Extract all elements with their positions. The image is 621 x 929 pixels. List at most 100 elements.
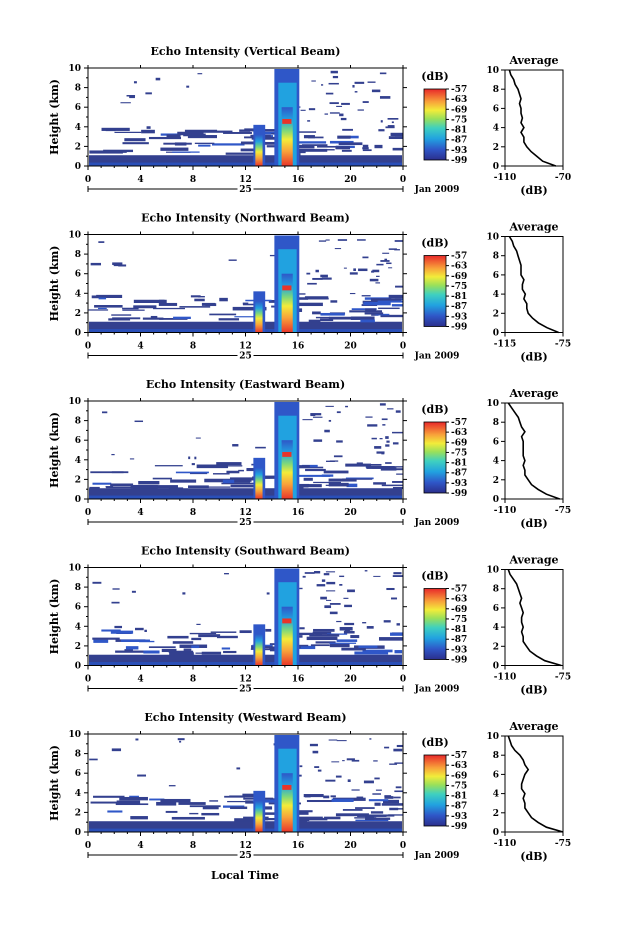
echo-speck [342,128,353,131]
echo-patch [371,314,379,316]
average-frame [504,69,564,167]
y-tick-label: 8 [75,84,81,94]
panel-title: Echo Intensity (Eastward Beam) [146,378,345,391]
colorbar-tick-label: -63 [451,761,467,771]
panel-4: Echo Intensity (Southward Beam) 0 2 4 6 8 10 He… [48,545,571,697]
date-label: Jan 2009 [414,851,460,861]
colorbar [423,88,447,161]
echo-speck [307,120,311,122]
echo-speck [236,767,241,770]
x-tick-label: 20 [344,508,357,518]
average-y-tick-label: 2 [493,476,499,486]
echo-speck [335,775,342,778]
echo-speck [314,766,320,768]
echo-patch [175,471,209,474]
echo-speck [312,750,319,754]
echo-patch [290,144,315,149]
echo-speck [357,239,366,241]
echo-speck [330,70,338,74]
average-x-tick-label: -110 [494,506,517,516]
echo-patch [148,646,176,649]
echo-field [89,568,403,666]
echo-speck [376,263,384,266]
bright-band [282,618,292,624]
average-profile-line [508,236,559,334]
x-tick-label: 16 [292,675,305,685]
echo-patch [101,629,121,632]
average-y-tick-label: 10 [486,566,499,576]
echo-patch [389,807,399,811]
echo-speck [312,416,323,418]
echo-speck [133,81,137,84]
echo-speck [356,796,364,799]
x-tick-label: 0 [400,508,406,518]
echo-patch [315,633,322,635]
echo-patch [156,801,177,806]
colorbar-tick-label: -81 [451,792,467,802]
echo-speck [324,605,332,609]
echo-speck [347,589,355,593]
echo-patch [295,297,309,300]
echo-patch [377,300,403,303]
x-tick-label: 12 [239,508,252,518]
echo-speck [358,268,368,272]
echo-speck [349,272,358,275]
echo-speck [134,420,144,423]
colorbar-tick-label: -57 [451,751,467,761]
x-tick-label: 4 [137,675,143,685]
echo-patch [167,635,189,639]
echo-patch [396,473,403,475]
x-tick-label: 12 [239,841,252,851]
echo-patch [111,314,132,316]
echo-speck [374,446,382,449]
echo-patch [152,477,172,480]
echo-patch [310,644,330,647]
colorbar-tick-label: -69 [451,771,467,781]
colorbar [423,421,447,494]
echo-patch [354,817,377,819]
echo-patch [285,632,315,636]
echo-speck [329,611,338,615]
echo-speck [372,793,381,795]
echo-patch [341,149,352,152]
echo-patch [378,129,385,132]
echo-speck [325,405,334,407]
low-layer [89,321,402,333]
panels-layer: Echo Intensity (Vertical Beam) 0 2 4 6 8 10 Hei… [48,45,571,863]
y-axis-label: Height (km) [48,79,61,155]
echo-patch [308,319,321,323]
echo-patch [339,626,353,631]
echo-patch [259,806,273,810]
bright-band [282,285,292,291]
plume-core [281,440,293,499]
echo-patch [94,305,123,308]
x-tick-label: 20 [344,675,357,685]
echo-patch [330,795,336,798]
y-axis-label: Height (km) [48,579,61,655]
panel-1: Echo Intensity (Vertical Beam) 0 2 4 6 8 10 Hei… [48,45,571,197]
echo-speck [396,744,403,748]
echo-patch [312,631,332,635]
echo-speck [361,295,371,297]
echo-patch [337,135,351,139]
echo-patch [119,796,148,801]
echo-speck [362,101,369,103]
echo-patch [392,147,403,151]
echo-patch [295,810,313,813]
low-layer [89,821,402,832]
echo-patch [342,478,373,480]
echo-patch [189,805,221,808]
echo-patch [256,648,287,651]
echo-speck [356,462,363,465]
y-tick-label: 0 [75,495,81,505]
echo-patch [303,135,315,139]
echo-patch [291,131,317,133]
y-tick-label: 8 [75,250,81,260]
echo-speck [382,252,390,254]
echo-speck [131,590,136,593]
echo-patch [295,811,309,815]
echo-speck [336,105,343,107]
echo-patch [158,299,165,302]
echo-patch [172,641,194,644]
low-layer [89,488,402,499]
